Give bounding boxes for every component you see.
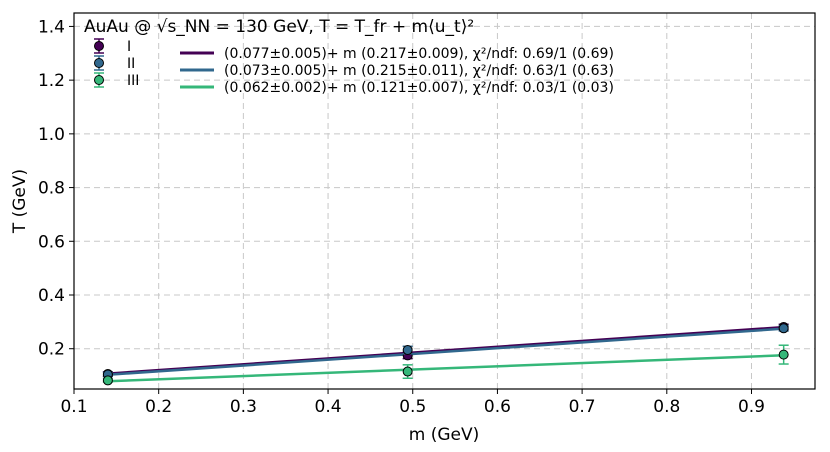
fit-line	[107, 354, 784, 383]
grid	[73, 13, 815, 389]
x-axis-label: m (GeV)	[409, 425, 480, 445]
x-tick-label: 0.6	[484, 397, 511, 417]
fit-line	[107, 327, 784, 376]
y-tick-label: 0.8	[38, 179, 65, 199]
legend-series-label: I	[127, 39, 131, 55]
x-tick-label: 0.3	[230, 397, 257, 417]
legend-fit-label: (0.077±0.005)+ m (0.217±0.009), χ²/ndf: …	[224, 46, 614, 62]
data-point	[402, 366, 413, 377]
x-tick-label: 0.8	[653, 397, 680, 417]
legend-series-label: III	[127, 73, 139, 89]
legend-marker	[94, 58, 104, 68]
y-tick-label: 0.6	[38, 232, 65, 252]
x-tick-label: 0.9	[738, 397, 765, 417]
data-points	[102, 321, 789, 386]
x-tick-label: 0.4	[315, 397, 342, 417]
y-tick-label: 1.0	[38, 125, 65, 145]
y-axis-label: T (GeV)	[10, 169, 30, 234]
data-point	[778, 349, 789, 360]
data-point	[102, 375, 113, 386]
y-tick-label: 0.4	[38, 286, 65, 306]
legend-marker	[94, 41, 104, 51]
plot-frame	[73, 12, 816, 390]
legend-fit-label: (0.073±0.005)+ m (0.215±0.011), χ²/ndf: …	[224, 63, 614, 79]
x-tick-label: 0.2	[145, 397, 172, 417]
y-tick-label: 1.2	[38, 71, 65, 91]
y-tick-label: 1.4	[38, 17, 65, 37]
data-point	[402, 345, 413, 356]
legend-fit-label: (0.062±0.002)+ m (0.121±0.007), χ²/ndf: …	[224, 80, 614, 96]
legend-series-label: II	[127, 56, 135, 72]
fit-lines	[107, 325, 784, 383]
data-point	[778, 323, 789, 334]
legend-marker	[94, 75, 104, 85]
x-tick-label: 0.7	[569, 397, 596, 417]
chart-title: AuAu @ √s_NN = 130 GeV, T = T_fr + m⟨u_t…	[84, 17, 474, 37]
x-tick-label: 0.5	[399, 397, 426, 417]
x-tick-label: 0.1	[60, 397, 87, 417]
y-tick-label: 0.2	[38, 340, 65, 360]
ticks: 0.1 0.2 0.3 0.4 0.5 0.6 0.7 0.8 0.9 0.2 0.4 0.6 0.8 1…	[38, 17, 765, 417]
